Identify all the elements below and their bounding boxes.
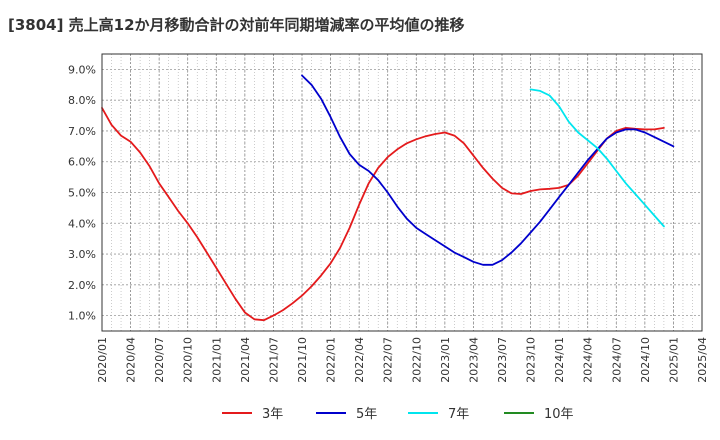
x-tick-label: 2025/01 [667,337,680,383]
x-tick-label: 2021/10 [296,337,309,383]
legend-label: 10年 [544,407,574,422]
series-line-3年 [101,107,665,322]
x-tick-label: 2024/10 [639,337,652,383]
y-tick-label: 7.0% [68,125,96,138]
y-tick-label: 2.0% [68,279,96,292]
x-tick-label: 2023/01 [439,337,452,383]
legend-label: 5年 [356,407,377,422]
series-line-7年 [529,88,665,228]
x-axis-ticks: 2020/01 2020/04 2020/07 2020/10 2021/01 2021/… [96,337,709,383]
legend-label: 7年 [448,407,469,422]
y-tick-label: 9.0% [68,63,96,76]
plot-frame [101,53,703,332]
legend: 3年 5年 7年 10年 [222,407,574,422]
x-tick-label: 2022/01 [325,337,338,383]
y-axis-ticks: 1.0% 2.0% 3.0% 4.0% 5.0% 6.0% 7.0% 8.0% 9.0% [68,63,96,322]
x-tick-label: 2020/10 [182,337,195,383]
x-tick-label: 2024/01 [553,337,566,383]
y-tick-label: 4.0% [68,217,96,230]
x-tick-label: 2025/04 [696,337,709,383]
x-tick-label: 2022/07 [382,337,395,383]
x-tick-label: 2023/07 [496,337,509,383]
y-tick-label: 6.0% [68,156,96,169]
x-tick-label: 2021/01 [210,337,223,383]
x-tick-label: 2020/04 [125,337,138,383]
x-tick-label: 2021/04 [239,337,252,383]
x-tick-label: 2022/04 [353,337,366,383]
series-line-5年 [301,74,675,266]
y-tick-label: 3.0% [68,248,96,261]
grid-layer [101,54,703,331]
x-tick-label: 2022/10 [410,337,423,383]
x-tick-label: 2020/07 [153,337,166,383]
legend-label: 3年 [262,407,283,422]
x-tick-label: 2024/07 [610,337,623,383]
y-tick-label: 5.0% [68,187,96,200]
y-tick-label: 8.0% [68,94,96,107]
chart-title: [3804] 売上高12か月移動合計の対前年同期増減率の平均値の推移 [8,16,465,34]
y-tick-label: 1.0% [68,310,96,323]
x-tick-label: 2020/01 [96,337,109,383]
x-tick-label: 2023/10 [525,337,538,383]
x-tick-label: 2021/07 [267,337,280,383]
x-tick-label: 2023/04 [467,337,480,383]
x-tick-label: 2024/04 [582,337,595,383]
series-layer [101,74,675,322]
